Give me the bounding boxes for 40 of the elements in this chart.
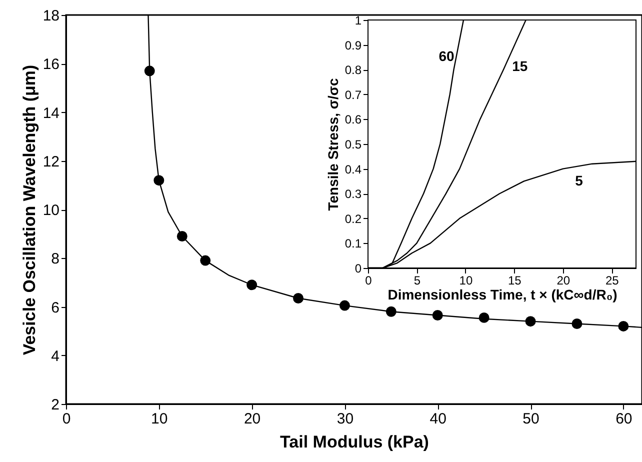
x-tick-label: 25	[605, 274, 620, 288]
y-tick-label: 4	[51, 348, 60, 365]
y-tick-label: 0.5	[344, 138, 362, 152]
x-tick-label: 0	[365, 274, 372, 288]
y-tick-label: 0.8	[344, 63, 362, 78]
y-tick-label: 0.6	[344, 112, 362, 127]
x-tick-label: 15	[508, 274, 522, 288]
y-tick-label: 0.1	[344, 236, 362, 251]
y-tick-label: 6	[51, 299, 60, 316]
y-tick-label: 0.4	[344, 162, 362, 176]
y-axis-title: Vesicle Oscillation Wavelength (μm)	[20, 64, 39, 356]
y-tick-label: 16	[42, 56, 60, 74]
x-tick-label: 10	[151, 410, 168, 428]
x-tick-label: 20	[556, 274, 570, 288]
x-tick-label: 0	[62, 410, 71, 428]
y-tick-label: 0	[354, 262, 362, 276]
y-tick-label: 8	[51, 250, 60, 268]
x-tick-label: 10	[459, 274, 473, 288]
x-tick-label: 5	[414, 274, 421, 288]
y-tick-label: 0.3	[344, 187, 362, 202]
y-tick-label: 2	[51, 396, 60, 414]
x-tick-label: 40	[430, 410, 446, 428]
x-tick-label: 30	[336, 410, 354, 428]
y-axis-title: Tensile Stress, σ/σc	[324, 78, 341, 211]
y-tick-label: 14	[42, 104, 60, 122]
y-tick-label: 1	[354, 14, 362, 28]
y-tick-label: 18	[42, 8, 60, 24]
x-tick-label: 50	[522, 410, 540, 428]
series-label: 15	[512, 58, 528, 74]
series-label: 60	[438, 48, 455, 64]
x-axis-title: Tail Modulus (kPa)	[280, 432, 429, 452]
x-axis-title: Dimensionless Time, t × (kC∞d/R₀)	[388, 286, 618, 302]
series-label: 5	[575, 172, 584, 188]
y-tick-label: 0.2	[344, 212, 362, 226]
y-tick-label: 12	[42, 153, 60, 170]
y-tick-label: 0.9	[344, 38, 362, 52]
x-tick-label: 20	[244, 410, 261, 428]
y-tick-label: 10	[42, 202, 60, 219]
x-tick-label: 60	[616, 410, 632, 428]
y-tick-label: 0.7	[344, 88, 362, 102]
